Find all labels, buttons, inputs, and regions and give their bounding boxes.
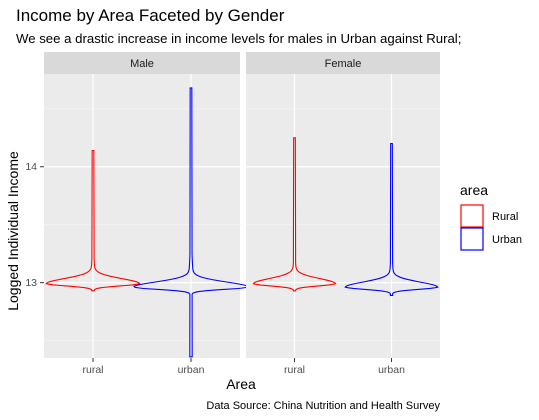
facet-male: Male rural urban	[44, 52, 249, 376]
violin-female-urban	[344, 143, 439, 296]
chart-subtitle: We see a drastic increase in income leve…	[16, 31, 461, 46]
legend-title: area	[460, 182, 488, 198]
legend-label-urban: Urban	[492, 234, 522, 246]
caption: Data Source: China Nutrition and Health …	[206, 400, 440, 412]
x-tick-label: urban	[178, 364, 205, 376]
chart-title: Income by Area Faceted by Gender	[16, 6, 285, 25]
x-tick-label: urban	[378, 364, 405, 376]
facet-female: Female rural urban	[246, 52, 440, 376]
violin-female-rural	[252, 137, 337, 292]
legend-key-urban	[460, 227, 484, 251]
y-tick-label: 14	[25, 161, 37, 173]
panel-background	[44, 74, 240, 358]
violin-male-rural	[45, 149, 141, 292]
y-tick-label: 13	[25, 277, 37, 289]
x-axis-title: Area	[226, 376, 256, 392]
y-axis: 13 14	[25, 161, 44, 289]
facet-strip-label: Male	[130, 58, 154, 70]
legend: area Rural Urban	[460, 182, 522, 251]
facet-strip	[246, 52, 440, 74]
x-tick-label: rural	[82, 364, 103, 376]
facet-strip	[44, 52, 240, 74]
facet-panels: Male rural urban Female rural urban	[44, 52, 440, 376]
panel-background	[246, 74, 440, 358]
facet-strip-label: Female	[325, 58, 362, 70]
x-tick-label: rural	[284, 364, 305, 376]
legend-label-rural: Rural	[492, 211, 518, 223]
y-axis-title: Logged Individual Income	[5, 151, 21, 311]
violin-male-urban	[133, 87, 249, 358]
legend-key-rural	[460, 204, 484, 228]
